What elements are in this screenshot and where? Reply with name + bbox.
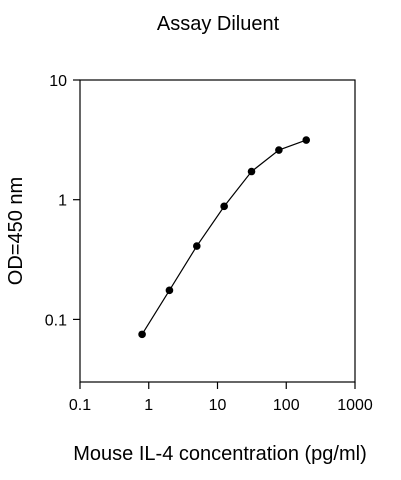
- y-tick-label: 0.1: [45, 312, 67, 329]
- plot-frame: [79, 79, 356, 383]
- data-point: [138, 330, 146, 339]
- x-tick-label: 1000: [337, 397, 373, 414]
- x-tick-label: 0.1: [69, 397, 91, 414]
- data-point: [220, 202, 228, 211]
- data-point: [193, 242, 201, 250]
- x-axis-ticks: 0.1 1 10 100 1000: [69, 382, 373, 414]
- y-tick-label: 1: [58, 193, 67, 210]
- data-points: [138, 136, 311, 339]
- series-line: [141, 139, 307, 335]
- data-point: [247, 167, 256, 176]
- x-tick-label: 10: [209, 397, 227, 414]
- data-point: [165, 286, 174, 295]
- data-point: [275, 146, 283, 154]
- y-axis-label: OD=450 nm: [5, 177, 27, 285]
- chart-title: Assay Diluent: [157, 13, 280, 35]
- data-point: [302, 136, 311, 144]
- x-tick-label: 1: [144, 397, 153, 414]
- x-axis-label: Mouse IL-4 concentration (pg/ml): [73, 443, 366, 465]
- y-axis-ticks: 0.1 1 10: [45, 73, 80, 329]
- y-tick-label: 10: [49, 73, 67, 90]
- x-tick-label: 100: [273, 397, 300, 414]
